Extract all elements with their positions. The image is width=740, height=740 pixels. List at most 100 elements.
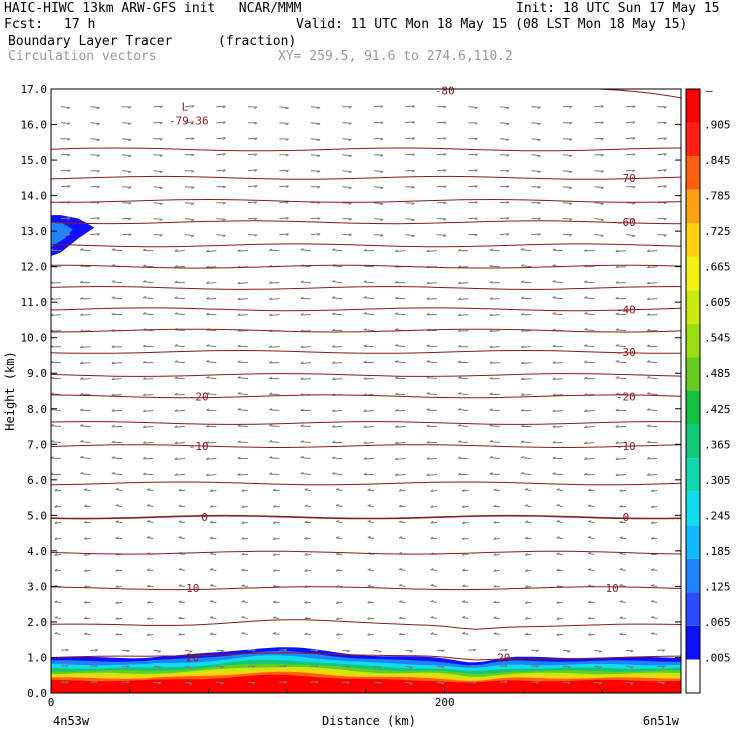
vector-head — [332, 248, 336, 251]
colorbar-swatch — [686, 659, 700, 693]
vector-head — [394, 457, 399, 460]
vector-head — [159, 203, 163, 206]
vector — [625, 234, 636, 237]
vector — [174, 361, 185, 364]
vector-head — [222, 202, 226, 205]
vector — [552, 410, 563, 412]
vector-head — [506, 233, 510, 236]
vector-head — [378, 682, 382, 685]
vector-head — [191, 203, 195, 206]
vector — [556, 521, 563, 523]
contour-label: 20 — [497, 651, 510, 664]
vector-head — [80, 455, 84, 459]
vector — [90, 122, 100, 125]
vector-head — [537, 155, 541, 158]
vector-head — [285, 185, 289, 189]
vector — [54, 521, 61, 524]
vector — [216, 137, 226, 140]
contour-label: -40 — [616, 303, 636, 316]
colorbar-label: .905 — [704, 119, 731, 132]
colorbar-label: .845 — [704, 154, 731, 167]
vector — [310, 233, 321, 236]
vector — [373, 105, 384, 108]
vector-head — [587, 504, 592, 507]
vector-head — [524, 616, 528, 620]
vector — [367, 633, 374, 636]
vector-head — [378, 650, 382, 653]
vector — [489, 409, 500, 412]
vector-head — [506, 217, 510, 220]
vector — [216, 169, 226, 172]
vector-head — [191, 154, 195, 157]
vector — [430, 600, 437, 603]
vector — [206, 250, 217, 253]
vector — [90, 649, 98, 651]
vector-head — [651, 599, 655, 602]
vector-head — [474, 169, 478, 172]
vector-head — [615, 296, 619, 300]
vector — [184, 137, 195, 140]
vector-head — [663, 185, 667, 188]
vector — [499, 106, 510, 109]
vector-head — [461, 600, 466, 603]
field-name: Boundary Layer Tracer — [8, 34, 173, 49]
vector — [619, 568, 626, 571]
vector — [625, 681, 634, 684]
vector-head — [472, 681, 477, 685]
colorbar-swatch — [686, 592, 700, 626]
vector-head — [615, 457, 619, 460]
vector — [143, 442, 154, 444]
vector — [499, 138, 510, 140]
vector — [147, 633, 154, 636]
vector-head — [598, 666, 602, 669]
vector — [426, 250, 437, 253]
vector-head — [504, 681, 508, 684]
vector-head — [335, 617, 339, 620]
vector-head — [583, 441, 588, 444]
vector — [332, 249, 343, 252]
vector-head — [556, 601, 560, 604]
vector-head — [587, 568, 592, 571]
contour-label: -70 — [616, 172, 636, 185]
vector-head — [537, 233, 541, 236]
isotherm — [51, 550, 681, 555]
vector-head — [254, 137, 258, 141]
vector-head — [615, 424, 619, 428]
vector — [80, 249, 91, 252]
vector-head — [430, 568, 434, 571]
vector-head — [474, 122, 478, 125]
vector-head — [96, 139, 100, 142]
vector-head — [222, 235, 226, 238]
vector-head — [174, 312, 178, 315]
vector — [269, 441, 280, 444]
vector-head — [587, 633, 591, 636]
vector — [143, 297, 154, 300]
vector-head — [83, 600, 87, 604]
vector — [279, 201, 289, 204]
vector-head — [661, 665, 666, 669]
vector-head — [600, 121, 604, 125]
vector-head — [80, 296, 84, 300]
vector-head — [363, 425, 367, 428]
vector-head — [54, 600, 58, 603]
vector-head — [521, 393, 525, 396]
vector-head — [142, 393, 147, 396]
vector — [651, 505, 658, 508]
vector — [647, 377, 658, 380]
vector — [399, 568, 406, 571]
vector — [615, 377, 626, 380]
vector-head — [80, 471, 84, 475]
vector-head — [493, 553, 497, 556]
vector-head — [206, 457, 210, 460]
vector-head — [206, 424, 210, 428]
forecast-hour: 17 h — [64, 17, 96, 32]
vector-head — [367, 568, 371, 571]
vector-head — [83, 632, 88, 635]
vector-head — [332, 344, 336, 348]
vector-head — [367, 504, 371, 507]
vector-head — [552, 248, 556, 251]
vector-head — [237, 440, 241, 443]
vector-head — [489, 455, 493, 459]
vector-head — [474, 201, 478, 204]
vector-head — [458, 440, 462, 443]
